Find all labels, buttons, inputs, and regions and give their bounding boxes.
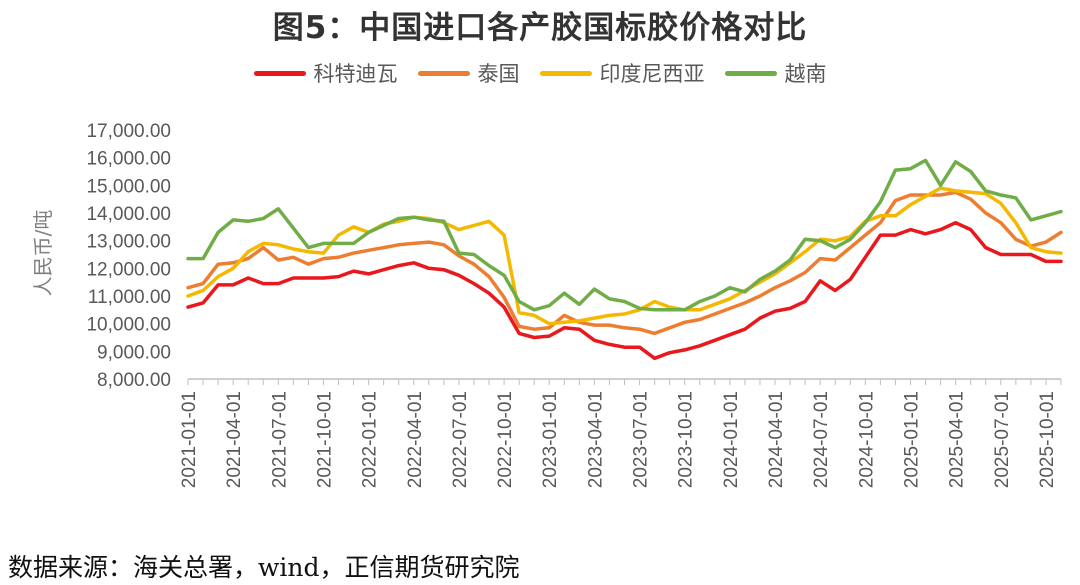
series-line-cote-divoire: [186, 220, 1063, 361]
x-tick-label: 2025-07-01: [992, 391, 1013, 488]
legend-swatch-vietnam: [724, 70, 777, 76]
x-tick-label: 2021-01-01: [179, 391, 200, 488]
series-line-vietnam: [186, 158, 1063, 312]
y-tick-label: 8,000.00: [97, 370, 171, 391]
x-tick-label: 2022-10-01: [495, 391, 516, 488]
line-chart: 17,000.00 16,000.00 15,000.00 14,000.00 13,0…: [31, 121, 1063, 488]
legend: 科特迪瓦 泰国 印度尼西亚 越南: [0, 58, 1080, 88]
x-tick-label: 2021-10-01: [314, 391, 335, 488]
legend-label-thailand: 泰国: [477, 62, 520, 86]
x-tick-label: 2023-04-01: [585, 391, 606, 488]
series-line-thailand: [186, 190, 1063, 336]
legend-item-vietnam: 越南: [724, 58, 827, 88]
y-tick-label: 12,000.00: [86, 259, 171, 280]
legend-swatch-indonesia: [539, 70, 592, 76]
x-axis: 2021-01-01 2021-04-01 2021-07-01 2021-10-01…: [179, 378, 1062, 488]
y-tick-label: 17,000.00: [86, 121, 171, 142]
x-tick-label: 2021-07-01: [269, 391, 290, 488]
legend-item-indonesia: 印度尼西亚: [539, 58, 705, 88]
x-tick-label: 2022-07-01: [450, 391, 471, 488]
x-tick-label: 2024-07-01: [811, 391, 832, 488]
y-tick-label: 10,000.00: [86, 315, 171, 336]
y-tick-label: 13,000.00: [86, 232, 171, 253]
y-tick-label: 11,000.00: [88, 287, 171, 308]
x-tick-label: 2023-01-01: [540, 391, 561, 488]
x-tick-label: 2023-10-01: [676, 391, 697, 488]
y-tick-label: 15,000.00: [86, 176, 171, 197]
series-line-indonesia: [186, 186, 1063, 326]
x-tick-label: 2024-10-01: [856, 391, 877, 488]
x-tick-label: 2025-10-01: [1037, 391, 1058, 488]
x-tick-label: 2025-04-01: [947, 391, 968, 488]
source-note: 数据来源：海关总署，wind，正信期货研究院: [8, 553, 520, 582]
chart-title: 图5：中国进口各产胶国标胶价格对比: [272, 10, 808, 46]
x-tick-label: 2022-01-01: [360, 391, 381, 488]
y-axis-ticks: 17,000.00 16,000.00 15,000.00 14,000.00 13,0…: [86, 121, 171, 391]
legend-label-cote-divoire: 科特迪瓦: [313, 62, 398, 86]
x-tick-label: 2025-01-01: [901, 391, 922, 488]
y-tick-label: 9,000.00: [97, 342, 171, 363]
y-axis-label: 人民币/吨: [31, 210, 55, 297]
legend-swatch-cote-divoire: [253, 70, 306, 76]
legend-swatch-thailand: [417, 70, 470, 76]
x-tick-label: 2024-04-01: [766, 391, 787, 488]
y-tick-label: 16,000.00: [86, 149, 171, 170]
series-lines: [186, 158, 1063, 361]
x-tick-label: 2021-04-01: [224, 391, 245, 488]
x-tick-label: 2024-01-01: [721, 391, 742, 488]
legend-item-cote-divoire: 科特迪瓦: [253, 58, 398, 88]
x-tick-label: 2023-07-01: [631, 391, 652, 488]
legend-item-thailand: 泰国: [417, 58, 520, 88]
legend-label-indonesia: 印度尼西亚: [599, 62, 705, 86]
x-tick-label: 2022-04-01: [405, 391, 426, 488]
legend-label-vietnam: 越南: [784, 62, 827, 86]
y-tick-label: 14,000.00: [86, 204, 171, 225]
